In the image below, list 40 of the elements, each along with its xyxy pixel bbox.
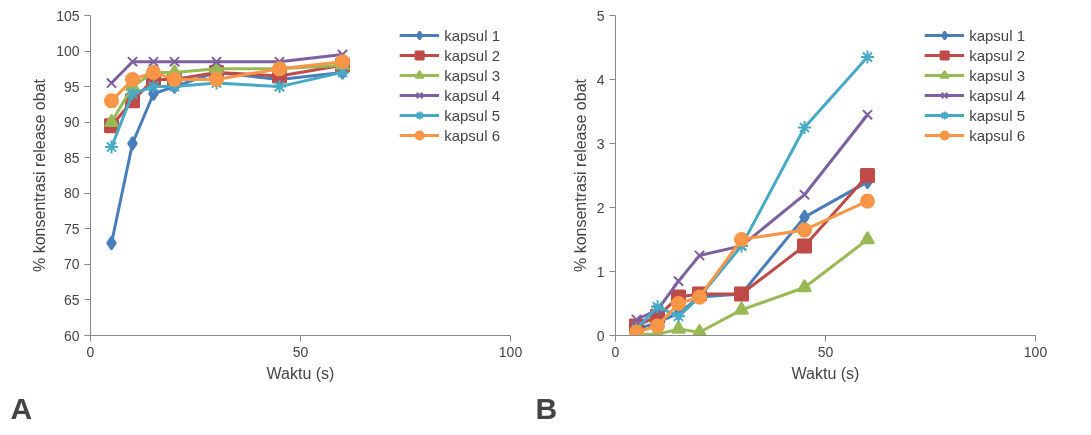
text: A (10, 391, 33, 425)
legend-label: kapsul 5 (444, 106, 500, 124)
y-axis-title: % konsentrasi release obat (31, 78, 49, 272)
y-tick-label: 60 (63, 327, 80, 344)
y-tick-label: 75 (63, 220, 80, 237)
y-tick-label: 2 (596, 199, 605, 216)
y-tick-label: 100 (56, 43, 80, 60)
x-axis-title: Waktu (s) (791, 364, 860, 382)
legend-label: kapsul 4 (969, 86, 1025, 104)
y-tick-label: 1 (596, 263, 605, 280)
legend-label: kapsul 3 (444, 66, 500, 84)
legend-label: kapsul 6 (969, 126, 1025, 144)
y-tick-label: 70 (63, 256, 80, 273)
x-tick-label: 100 (498, 343, 523, 360)
x-tick-label: 0 (611, 343, 620, 360)
x-tick-label: 50 (292, 343, 309, 360)
x-axis-title: Waktu (s) (266, 364, 335, 382)
x-tick-label: 0 (86, 343, 95, 360)
y-tick-label: 5 (596, 7, 605, 24)
text: B (535, 391, 558, 425)
legend-label: kapsul 5 (969, 106, 1025, 124)
y-tick-label: 95 (63, 78, 80, 95)
legend-label: kapsul 1 (444, 26, 500, 44)
legend-label: kapsul 4 (444, 86, 500, 104)
legend-label: kapsul 6 (444, 126, 500, 144)
legend-label: kapsul 2 (444, 46, 500, 64)
x-tick-label: 50 (817, 343, 834, 360)
y-tick-label: 4 (596, 71, 605, 88)
y-tick-label: 80 (63, 185, 80, 202)
y-tick-label: 0 (596, 327, 605, 344)
legend-label: kapsul 2 (969, 46, 1025, 64)
legend-label: kapsul 1 (969, 26, 1025, 44)
y-tick-label: 105 (56, 7, 80, 24)
y-axis-title: % konsentrasi release obat (571, 78, 589, 272)
legend-label: kapsul 3 (969, 66, 1025, 84)
y-tick-label: 3 (596, 135, 605, 152)
y-tick-label: 65 (63, 291, 80, 308)
x-tick-label: 100 (1023, 343, 1048, 360)
y-tick-label: 90 (63, 114, 80, 131)
y-tick-label: 85 (63, 149, 80, 166)
